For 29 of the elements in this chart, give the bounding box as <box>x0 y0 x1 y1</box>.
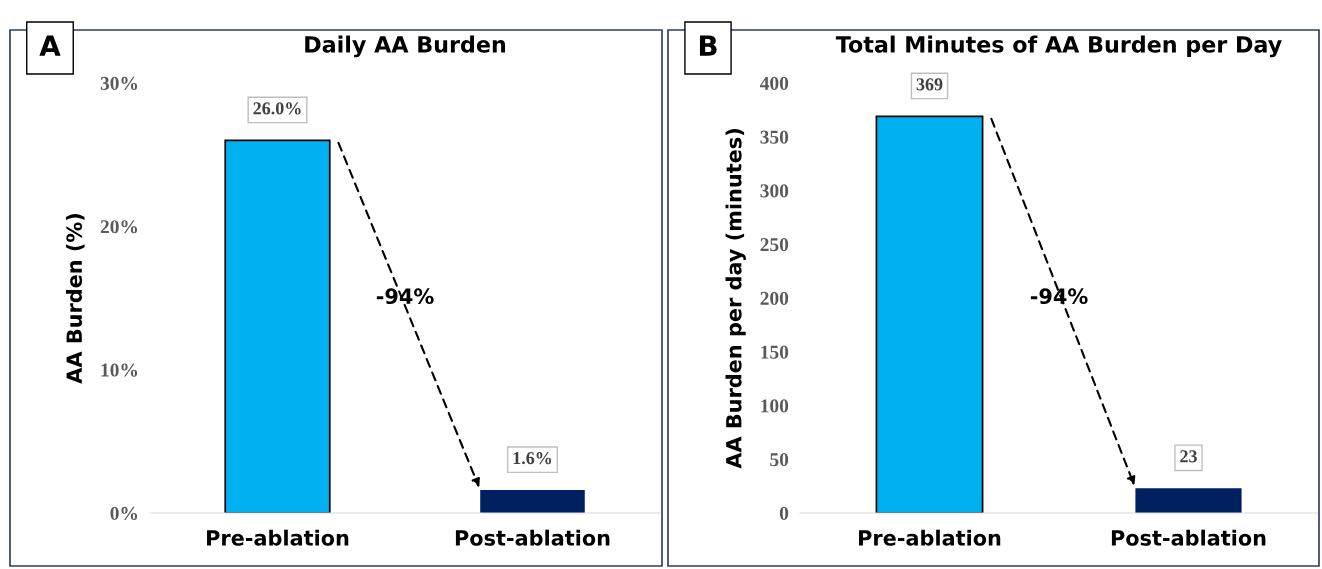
chart-title: Daily AA Burden <box>305 35 506 58</box>
data-label: 26.0% <box>253 102 301 115</box>
x-tick-label: Post-ablation <box>1111 529 1266 546</box>
y-tick-label: 200 <box>760 291 789 305</box>
y-axis-title: AA Burden per day (minutes) <box>725 129 746 469</box>
text: B <box>699 35 717 56</box>
x-tick-label: Pre-ablation <box>859 529 1001 546</box>
y-tick-label: 350 <box>760 130 789 144</box>
y-tick-label: 100 <box>761 399 789 413</box>
x-tick-label: Post-ablation <box>455 529 610 546</box>
data-label: 369 <box>916 78 943 91</box>
y-tick-label: 50 <box>770 453 789 467</box>
y-tick-label: 20% <box>100 220 138 234</box>
y-tick-label: 300 <box>760 184 789 198</box>
y-tick-label: 150 <box>761 345 789 359</box>
y-tick-label: 10% <box>101 363 138 377</box>
y-tick-label: 0% <box>110 506 138 520</box>
annotation: -94% <box>376 288 434 305</box>
y-tick-label: 400 <box>759 76 789 90</box>
x-tick-label: Pre-ablation <box>207 529 349 546</box>
chart-title: Total Minutes of AA Burden per Day <box>835 35 1282 58</box>
annotation: -94% <box>1030 288 1088 305</box>
data-label: 23 <box>1180 450 1197 463</box>
y-axis-title: AA Burden (%) <box>65 214 85 384</box>
text: A <box>39 35 61 56</box>
y-tick-label: 250 <box>760 238 789 252</box>
y-tick-label: 0 <box>779 506 789 520</box>
y-tick-label: 30% <box>100 76 138 90</box>
data-label: 1.6% <box>513 451 552 465</box>
